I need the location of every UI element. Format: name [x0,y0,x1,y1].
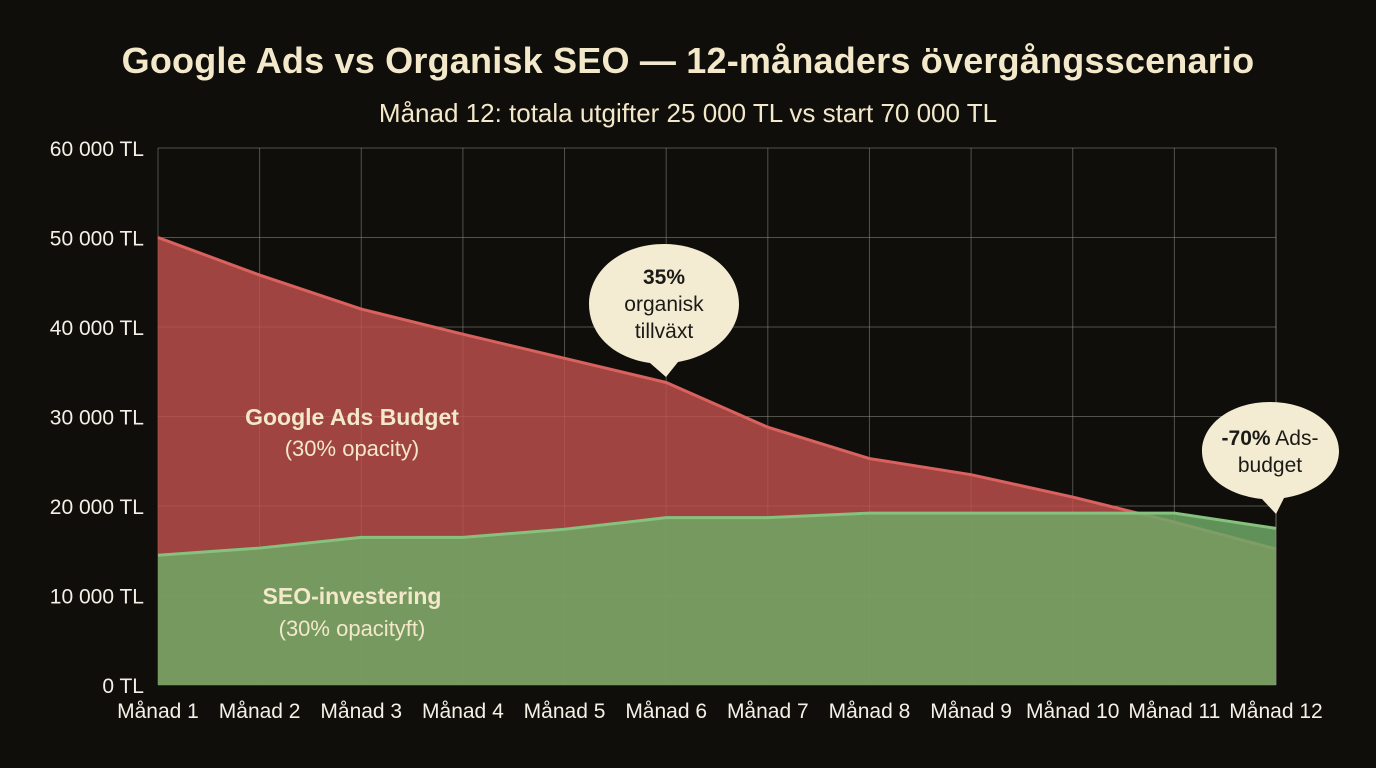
callout-organic-line1: organisk [624,293,704,316]
seo-series-sublabel: (30% opacityft) [279,616,426,641]
y-tick-label: 0 TL [102,675,144,698]
callout-bubble [1202,402,1339,514]
x-tick-label: Månad 10 [1026,700,1119,723]
seo-line [157,511,1277,557]
seo-area [158,513,1276,685]
callout-organic-value: 35% [643,266,685,289]
callout-ads-line1: -70% Ads- [1222,427,1319,450]
x-tick-label: Månad 9 [930,700,1012,723]
x-tick-label: Månad 4 [422,700,504,723]
y-tick-label: 30 000 TL [50,407,144,430]
ads-series-label: Google Ads Budget [245,404,459,430]
x-tick-label: Månad 3 [320,700,402,723]
x-tick-label: Månad 6 [625,700,707,723]
ads-line [157,236,1277,551]
callout-ads-value: -70% [1222,427,1271,450]
callout-ads-line2: budget [1238,454,1302,477]
x-tick-label: Månad 8 [829,700,911,723]
callout-organic-line2: tillväxt [635,320,694,343]
x-tick-label: Månad 12 [1229,700,1322,723]
y-tick-label: 20 000 TL [50,496,144,519]
callout-ads-text: Ads- [1275,427,1318,450]
y-tick-label: 50 000 TL [50,228,144,251]
callout-bubble [589,244,739,377]
x-tick-label: Månad 11 [1128,700,1220,723]
chart-subtitle: Månad 12: totala utgifter 25 000 TL vs s… [378,98,998,128]
x-tick-label: Månad 7 [727,700,809,723]
axes: 0 TL 10 000 TL 20 000 TL 30 000 TL 40 000 TL… [50,138,1323,723]
callout-ads-reduction: -70% Ads- budget [1202,402,1339,514]
area-series [157,236,1277,685]
y-tick-label: 60 000 TL [50,138,144,161]
y-tick-label: 10 000 TL [50,586,144,609]
x-tick-label: Månad 1 [117,700,199,723]
y-tick-label: 40 000 TL [50,317,144,340]
x-tick-label: Månad 5 [524,700,606,723]
callout-organic-growth: 35% organisk tillväxt [589,244,739,377]
chart-title: Google Ads vs Organisk SEO — 12-månaders… [121,40,1255,81]
ads-series-sublabel: (30% opacity) [285,436,420,461]
series-labels: Google Ads Budget (30% opacity) SEO-inve… [245,404,459,641]
x-tick-label: Månad 2 [219,700,301,723]
seo-series-label: SEO-investering [263,583,442,609]
callouts: 35% organisk tillväxt -70% Ads- budget [589,244,1339,514]
